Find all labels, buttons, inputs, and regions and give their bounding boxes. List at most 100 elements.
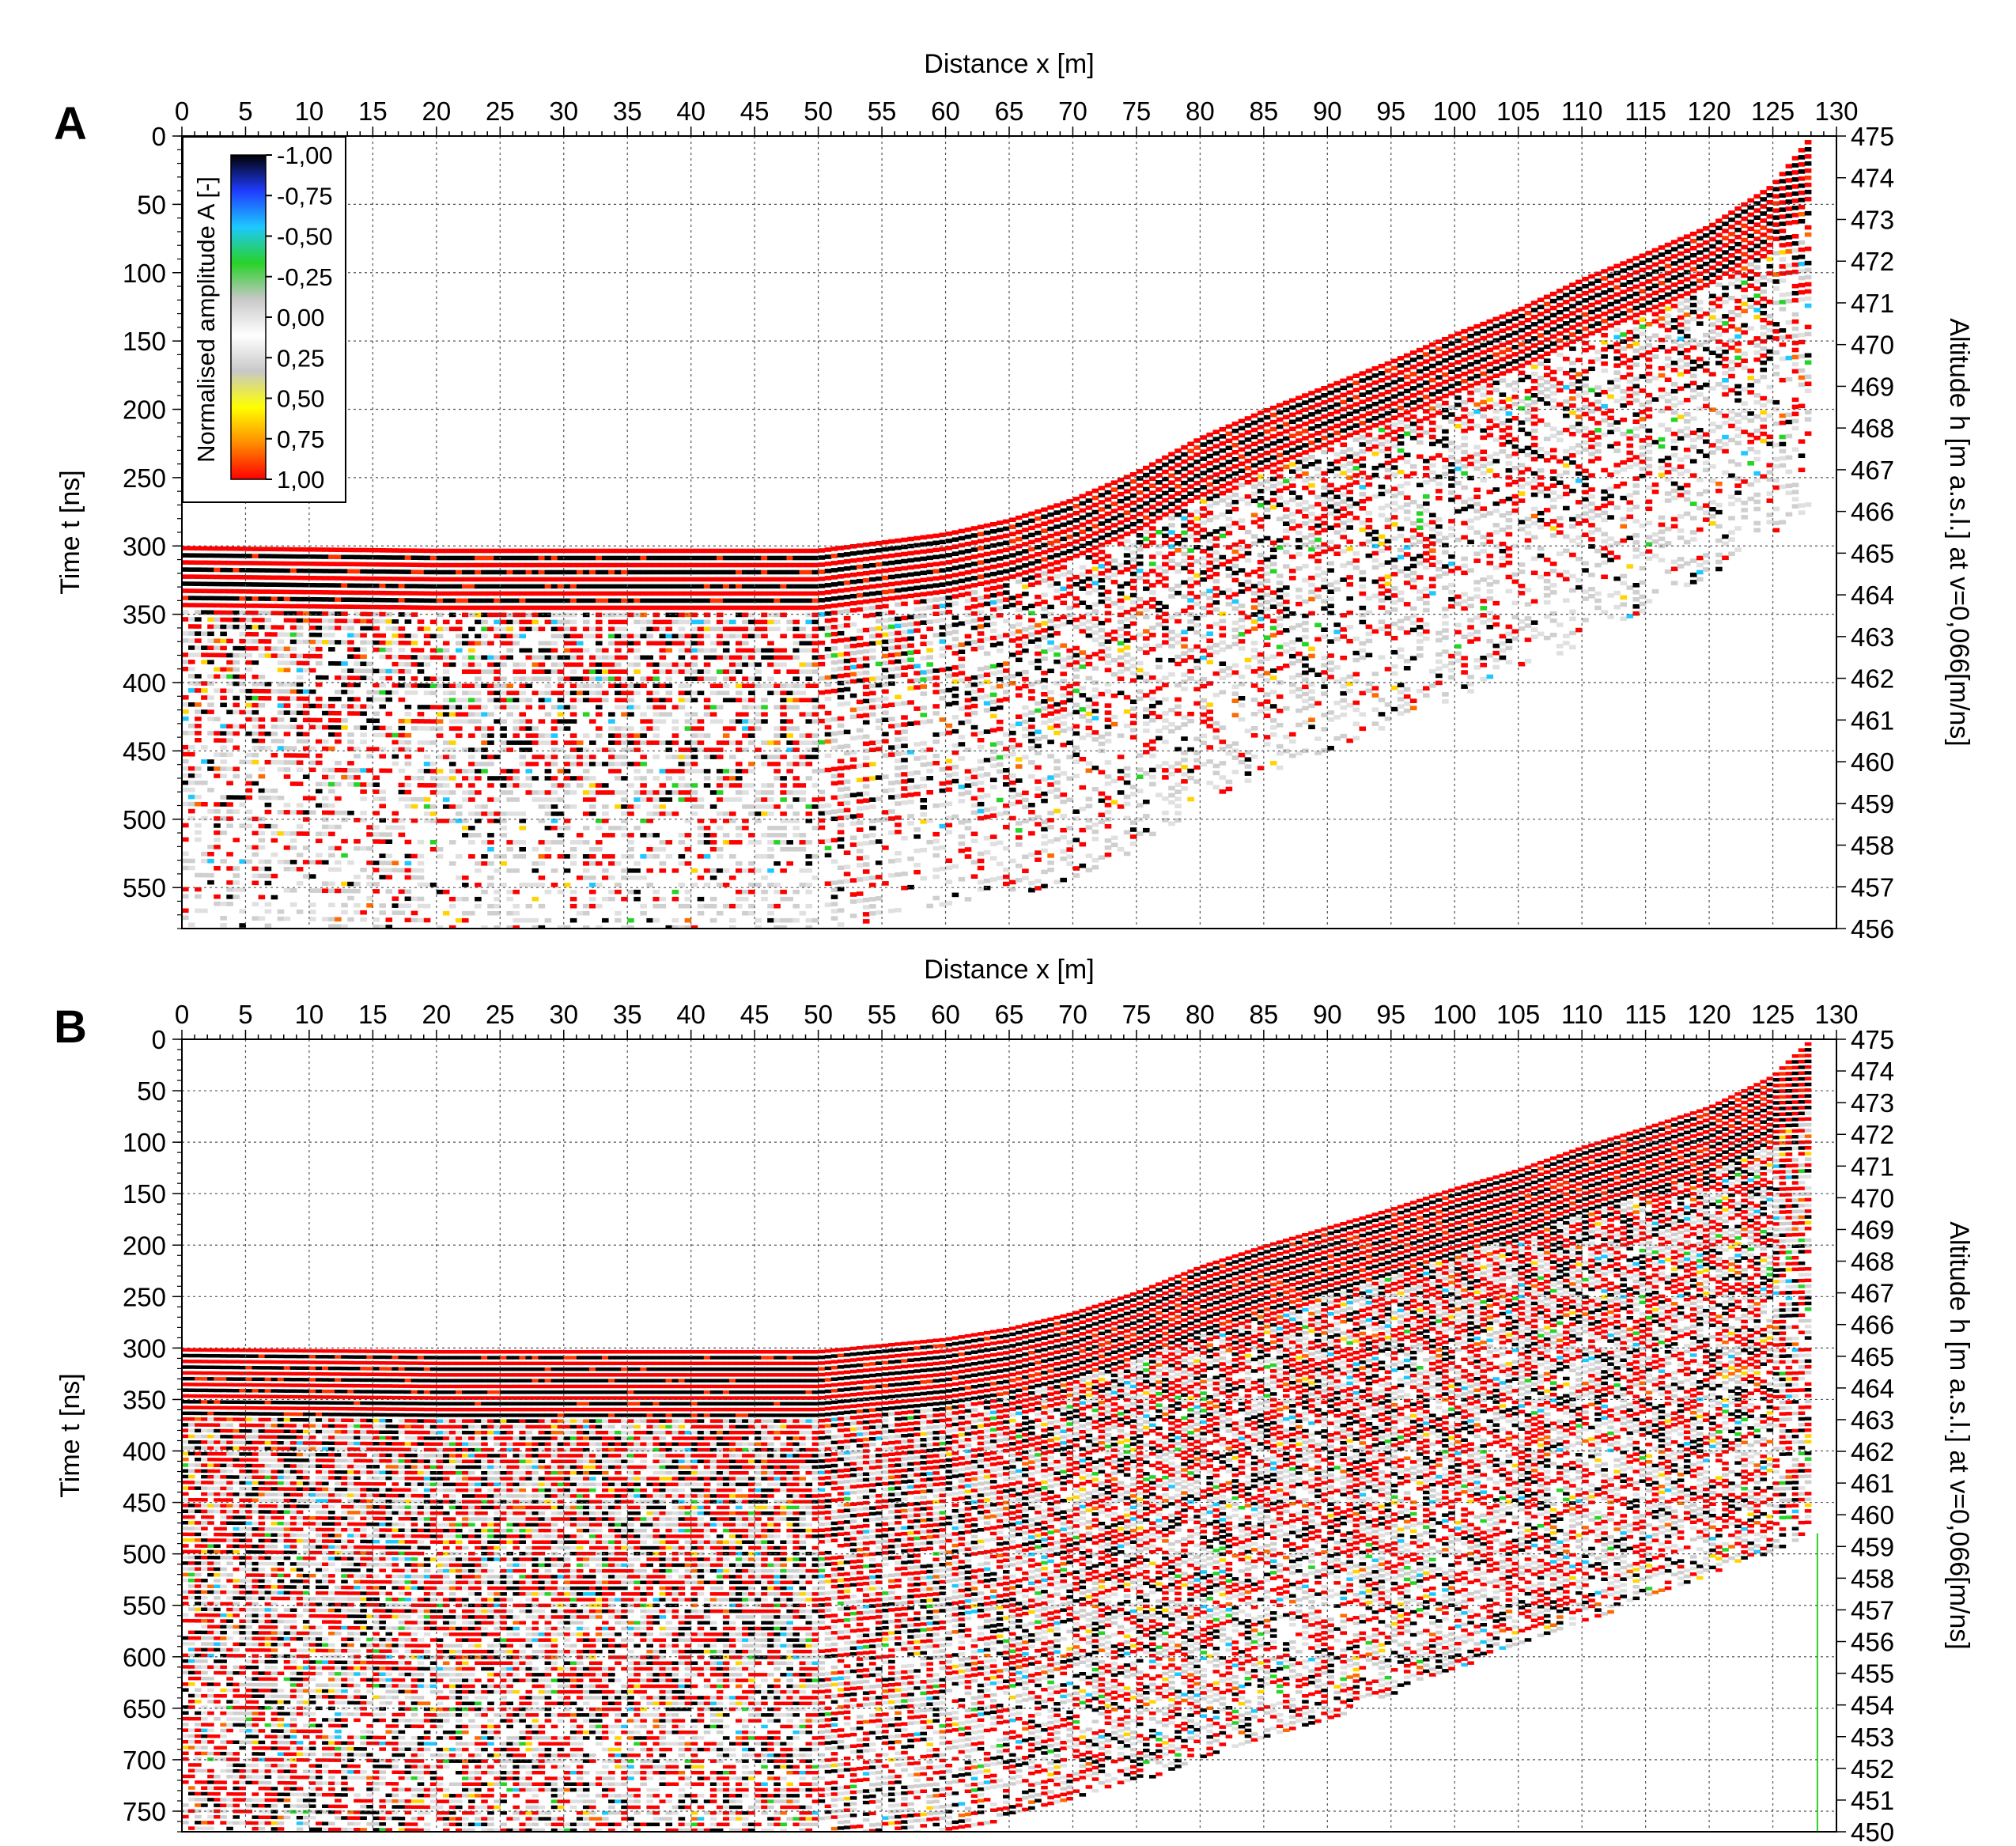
amplitude-cell (531, 762, 539, 766)
amplitude-cell (742, 705, 749, 709)
amplitude-cell (335, 640, 342, 645)
amplitude-cell (366, 668, 373, 674)
amplitude-cell (462, 698, 469, 702)
amplitude-cell (640, 598, 647, 603)
amplitude-cell (786, 847, 793, 852)
amplitude-cell (429, 655, 437, 660)
amplitude-cell (544, 577, 552, 582)
amplitude-cell (239, 561, 246, 566)
amplitude-cell (258, 589, 266, 594)
amplitude-cell (697, 676, 705, 681)
amplitude-cell (569, 598, 577, 603)
amplitude-cell (544, 584, 552, 589)
amplitude-cell (1028, 518, 1035, 524)
amplitude-cell (264, 923, 272, 929)
amplitude-cell (563, 755, 571, 759)
amplitude-cell (322, 618, 329, 623)
amplitude-cell (703, 577, 711, 582)
amplitude-cell (736, 698, 743, 702)
amplitude-cell (729, 605, 736, 611)
amplitude-cell (703, 612, 711, 618)
amplitude-cell (1085, 654, 1093, 660)
amplitude-cell (895, 766, 902, 770)
amplitude-cell (697, 634, 705, 639)
amplitude-cell (341, 888, 348, 894)
amplitude-cell (970, 696, 978, 702)
amplitude-cell (1047, 583, 1054, 588)
amplitude-cell (977, 731, 985, 736)
amplitude-cell (869, 705, 876, 710)
amplitude-cell (709, 712, 717, 717)
amplitude-cell (722, 903, 730, 909)
amplitude-cell (245, 660, 253, 665)
amplitude-cell (755, 712, 762, 717)
amplitude-cell (182, 744, 189, 750)
amplitude-cell (970, 597, 978, 602)
amplitude-cell (684, 584, 692, 589)
amplitude-cell (716, 797, 724, 802)
amplitude-cell (373, 811, 380, 815)
amplitude-cell (322, 562, 329, 566)
amplitude-cell (773, 861, 781, 866)
amplitude-cell (347, 668, 354, 673)
amplitude-cell (729, 698, 736, 702)
amplitude-cell (582, 676, 590, 681)
amplitude-cell (1041, 869, 1048, 875)
amplitude-cell (417, 683, 425, 688)
amplitude-cell (226, 553, 233, 558)
amplitude-cell (805, 634, 813, 639)
amplitude-cell (862, 543, 870, 547)
amplitude-cell (544, 755, 552, 759)
amplitude-cell (615, 584, 622, 589)
amplitude-cell (862, 592, 870, 597)
amplitude-cell (939, 653, 947, 658)
amplitude-cell (736, 683, 743, 688)
amplitude-cell (322, 590, 329, 595)
amplitude-cell (767, 762, 774, 766)
amplitude-cell (335, 618, 342, 623)
amplitude-cell (1022, 592, 1029, 596)
amplitude-cell (1066, 826, 1073, 830)
amplitude-cell (233, 561, 240, 566)
amplitude-cell (849, 622, 857, 627)
amplitude-cell (468, 591, 475, 596)
amplitude-cell (690, 577, 698, 582)
amplitude-cell (951, 637, 959, 641)
amplitude-cell (245, 752, 253, 758)
amplitude-cell (621, 619, 628, 625)
amplitude-cell (1003, 683, 1010, 687)
amplitude-cell (538, 662, 546, 668)
amplitude-cell (869, 634, 876, 639)
amplitude-cell (1060, 707, 1067, 712)
amplitude-cell (786, 840, 793, 845)
amplitude-cell (736, 605, 743, 611)
amplitude-cell (519, 683, 526, 688)
amplitude-cell (596, 690, 603, 695)
amplitude-cell (818, 768, 826, 774)
amplitude-cell (544, 669, 552, 674)
amplitude-cell (296, 696, 304, 702)
amplitude-cell (932, 604, 940, 609)
amplitude-cell (341, 661, 348, 666)
amplitude-cell (308, 618, 316, 623)
amplitude-cell (347, 690, 354, 694)
amplitude-cell (220, 724, 227, 728)
amplitude-cell (468, 690, 475, 695)
amplitude-cell (1072, 752, 1080, 758)
amplitude-cell (569, 562, 577, 568)
amplitude-cell (690, 733, 698, 738)
amplitude-cell (519, 883, 526, 887)
amplitude-cell (811, 917, 819, 923)
amplitude-cell (970, 562, 978, 566)
amplitude-cell (799, 669, 807, 674)
amplitude-cell (322, 576, 329, 581)
amplitude-cell (417, 783, 425, 788)
amplitude-cell (907, 778, 914, 783)
amplitude-cell (513, 690, 520, 695)
amplitude-cell (615, 804, 622, 809)
amplitude-cell (996, 677, 1004, 682)
amplitude-cell (207, 553, 214, 558)
amplitude-cell (690, 548, 698, 554)
amplitude-cell (996, 549, 1004, 554)
amplitude-cell (767, 883, 774, 887)
